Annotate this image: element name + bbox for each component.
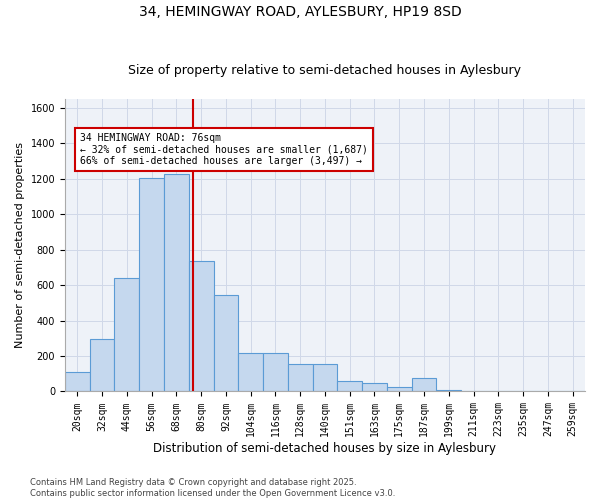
Bar: [461, 390, 486, 392]
Bar: [263, 354, 288, 392]
Bar: [436, 390, 461, 392]
X-axis label: Distribution of semi-detached houses by size in Aylesbury: Distribution of semi-detached houses by …: [154, 442, 496, 455]
Bar: [139, 178, 164, 392]
Bar: [189, 261, 214, 392]
Bar: [115, 278, 139, 392]
Y-axis label: Number of semi-detached properties: Number of semi-detached properties: [15, 142, 25, 348]
Bar: [65, 372, 89, 392]
Text: Contains HM Land Registry data © Crown copyright and database right 2025.
Contai: Contains HM Land Registry data © Crown c…: [30, 478, 395, 498]
Bar: [337, 381, 362, 392]
Text: 34, HEMINGWAY ROAD, AYLESBURY, HP19 8SD: 34, HEMINGWAY ROAD, AYLESBURY, HP19 8SD: [139, 5, 461, 19]
Bar: [560, 390, 585, 392]
Bar: [387, 387, 412, 392]
Bar: [313, 364, 337, 392]
Bar: [238, 354, 263, 392]
Bar: [288, 364, 313, 392]
Bar: [164, 174, 189, 392]
Title: Size of property relative to semi-detached houses in Aylesbury: Size of property relative to semi-detach…: [128, 64, 521, 77]
Text: 34 HEMINGWAY ROAD: 76sqm
← 32% of semi-detached houses are smaller (1,687)
66% o: 34 HEMINGWAY ROAD: 76sqm ← 32% of semi-d…: [80, 132, 368, 166]
Bar: [511, 390, 535, 392]
Bar: [412, 378, 436, 392]
Bar: [362, 382, 387, 392]
Bar: [214, 295, 238, 392]
Bar: [89, 339, 115, 392]
